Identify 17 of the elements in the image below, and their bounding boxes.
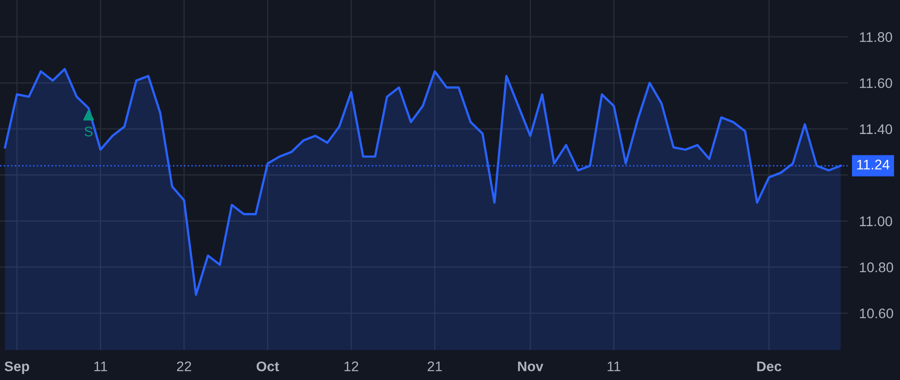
y-tick-label: 10.60 bbox=[860, 308, 894, 318]
y-tick-label: 11.40 bbox=[860, 124, 892, 134]
x-tick-label: 11 bbox=[608, 362, 620, 372]
y-tick-label: 11.60 bbox=[860, 78, 892, 88]
x-tick-label: Dec bbox=[757, 362, 782, 372]
y-tick-label: 11.00 bbox=[860, 216, 892, 226]
x-tick-label: Oct bbox=[256, 361, 280, 372]
y-tick-label: 11.80 bbox=[860, 32, 892, 42]
y-tick-label: 10.80 bbox=[860, 262, 894, 272]
x-tick-label: Sep bbox=[4, 361, 30, 374]
x-tick-label: 12 bbox=[344, 361, 358, 372]
x-tick-label: Nov bbox=[518, 362, 544, 372]
series-label: S bbox=[84, 126, 93, 136]
x-tick-label: 21 bbox=[428, 361, 442, 372]
ref-line-label: 11.24 bbox=[857, 160, 890, 170]
x-tick-label: 11 bbox=[94, 362, 108, 372]
x-tick-label: 22 bbox=[177, 361, 192, 372]
